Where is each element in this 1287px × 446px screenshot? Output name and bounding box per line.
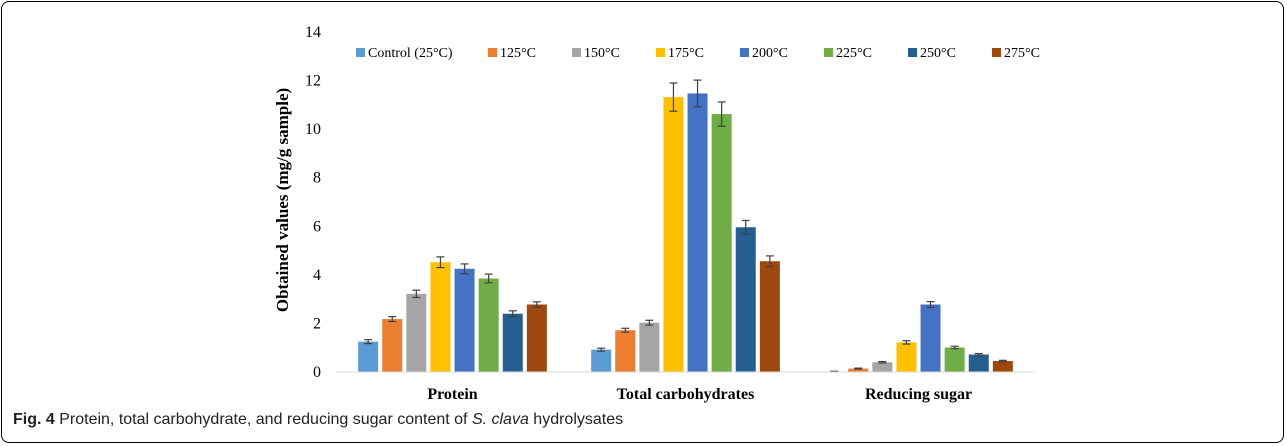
legend-label: Control (25°C) (368, 46, 453, 61)
bars (358, 93, 1013, 373)
bar (591, 349, 612, 372)
legend-label: 250°C (920, 46, 956, 61)
y-tick-label: 6 (313, 218, 321, 235)
legend-swatch (908, 48, 917, 57)
legend-label: 225°C (836, 46, 872, 61)
bar (382, 319, 403, 372)
bar (358, 341, 379, 372)
bar (848, 368, 869, 372)
bar-chart: Obtained values (mg/g sample) 0 2 4 6 8 10 12 1… (273, 24, 1040, 403)
bar (454, 268, 475, 372)
bar (992, 361, 1013, 372)
legend-swatch (824, 48, 833, 57)
bar (944, 347, 965, 372)
bar (735, 227, 756, 372)
y-tick-label: 10 (305, 121, 321, 138)
category-label: Protein (427, 386, 477, 403)
bar (478, 278, 499, 372)
legend-item: 200°C (740, 46, 788, 61)
bar (759, 261, 780, 372)
legend-swatch (656, 48, 665, 57)
legend-swatch (356, 48, 365, 57)
legend-label: 150°C (584, 46, 620, 61)
legend-item: 150°C (572, 46, 620, 61)
figure-label: Fig. 4 (13, 411, 55, 428)
legend-swatch (740, 48, 749, 57)
bar (968, 354, 989, 372)
caption-text: Protein, total carbohydrate, and reducin… (54, 411, 472, 428)
legend-label: 200°C (752, 46, 788, 61)
y-tick-label: 8 (313, 170, 321, 187)
y-tick-label: 4 (313, 267, 321, 284)
bar (615, 330, 636, 372)
legend-swatch (572, 48, 581, 57)
figure-caption: Fig. 4 Protein, total carbohydrate, and … (13, 411, 1273, 429)
legend-label: 175°C (668, 46, 704, 61)
legend-swatch (992, 48, 1001, 57)
bar (639, 322, 660, 372)
y-axis-label: Obtained values (mg/g sample) (273, 88, 292, 312)
y-tick-label: 14 (305, 24, 321, 41)
error-bars (364, 79, 1007, 373)
bar (687, 93, 708, 372)
bar (711, 114, 732, 372)
legend-item: 275°C (992, 46, 1040, 61)
legend-swatch (488, 48, 497, 57)
bar (502, 313, 523, 372)
y-tick-label: 12 (305, 73, 321, 90)
y-tick-label: 0 (313, 364, 321, 381)
category-label: Reducing sugar (865, 386, 972, 403)
legend-label: 275°C (1004, 46, 1040, 61)
y-axis-ticks: 0 2 4 6 8 10 12 14 (305, 24, 321, 381)
caption-text-end: hydrolysates (528, 411, 624, 428)
bar (406, 293, 427, 372)
legend-item: 175°C (656, 46, 704, 61)
category-label: Total carbohydrates (617, 386, 755, 403)
bar (896, 342, 917, 372)
legend-item: Control (25°C) (356, 46, 453, 61)
bar (663, 97, 684, 372)
legend: Control (25°C) 125°C 150°C 175°C 200°C 225°C 2… (356, 46, 1040, 61)
category-labels: Protein Total carbohydrates Reducing sugar (427, 386, 972, 403)
caption-species: S. clava (471, 411, 529, 428)
bar (430, 262, 451, 372)
legend-label: 125°C (500, 46, 536, 61)
bar (526, 304, 547, 372)
legend-item: 225°C (824, 46, 872, 61)
bar (920, 304, 941, 372)
legend-item: 125°C (488, 46, 536, 61)
y-tick-label: 2 (313, 315, 321, 332)
legend-item: 250°C (908, 46, 956, 61)
bar (872, 362, 893, 372)
